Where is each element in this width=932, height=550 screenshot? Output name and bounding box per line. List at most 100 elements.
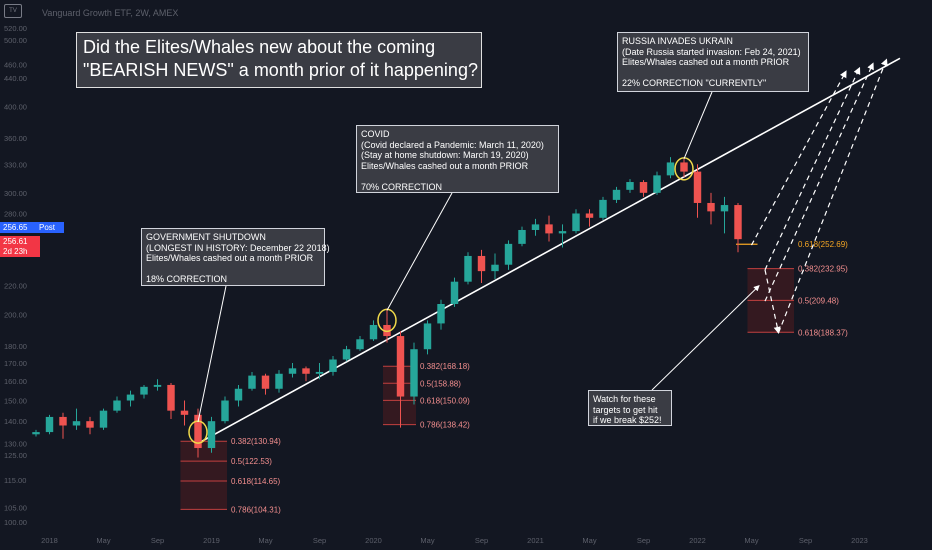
candle[interactable] <box>693 171 702 203</box>
y-tick-label: 150.00 <box>4 397 27 406</box>
candle[interactable] <box>639 182 648 193</box>
candle[interactable] <box>234 388 243 401</box>
candle[interactable] <box>86 421 94 428</box>
fib-level-label: 0.618(114.65) <box>231 477 281 486</box>
x-tick-label: May <box>582 536 596 545</box>
y-tick-label: 105.00 <box>4 503 27 512</box>
candle[interactable] <box>477 255 486 272</box>
candle[interactable] <box>140 386 148 395</box>
candle[interactable] <box>126 394 135 401</box>
fib-level-label: 0.618(150.09) <box>420 396 470 405</box>
annotation-connector <box>386 192 453 311</box>
x-tick-label: 2018 <box>41 536 58 545</box>
candle[interactable] <box>329 359 337 372</box>
trendline[interactable] <box>197 57 901 445</box>
candle[interactable] <box>153 384 162 387</box>
x-tick-label: May <box>258 536 272 545</box>
candle[interactable] <box>194 414 202 449</box>
headline-annotation[interactable]: Did the Elites/Whales new about the comi… <box>76 32 482 88</box>
countdown-tag: 2d 23h <box>0 246 40 257</box>
candle[interactable] <box>99 410 108 428</box>
candle[interactable] <box>518 229 526 244</box>
x-tick-label: May <box>96 536 110 545</box>
y-tick-label: 115.00 <box>4 476 26 485</box>
chart-header: TV Vanguard Growth ETF, 2W, AMEX <box>0 0 932 22</box>
candle[interactable] <box>113 400 121 411</box>
candle[interactable] <box>261 375 270 389</box>
candle[interactable] <box>369 324 378 340</box>
y-tick-label: 200.00 <box>4 310 27 319</box>
x-tick-label: 2022 <box>689 536 706 545</box>
annotation-connector <box>197 285 227 423</box>
fib-level-label: 0.5(209.48) <box>798 296 839 305</box>
y-tick-label: 400.00 <box>4 103 27 112</box>
candle[interactable] <box>558 231 567 234</box>
candle[interactable] <box>545 224 553 234</box>
close-price-tag: 256.61 <box>0 236 40 247</box>
candle[interactable] <box>288 368 297 374</box>
candle[interactable] <box>167 384 175 411</box>
candle[interactable] <box>531 224 540 230</box>
candle[interactable] <box>302 368 310 374</box>
projection-arrow <box>764 62 874 302</box>
fib-level-label: 0.5(122.53) <box>231 457 272 466</box>
candle[interactable] <box>59 416 67 426</box>
annotation-connector <box>683 91 713 160</box>
y-tick-label: 280.00 <box>4 209 27 218</box>
candle[interactable] <box>356 339 364 350</box>
candle[interactable] <box>221 400 229 422</box>
candle[interactable] <box>45 416 54 433</box>
candle[interactable] <box>653 175 661 193</box>
candle[interactable] <box>707 202 715 212</box>
shutdown-annotation[interactable]: GOVERNMENT SHUTDOWN (LONGEST IN HISTORY:… <box>141 228 330 286</box>
candle[interactable] <box>383 324 391 337</box>
tradingview-logo-icon[interactable]: TV <box>4 4 22 18</box>
candle[interactable] <box>680 162 688 172</box>
candle[interactable] <box>275 373 283 389</box>
candle[interactable] <box>342 349 351 360</box>
candle[interactable] <box>32 432 40 435</box>
fib-level-label: 0.618(252.69) <box>798 240 848 249</box>
candle[interactable] <box>666 162 675 176</box>
candle[interactable] <box>585 213 594 218</box>
candle[interactable] <box>720 205 729 212</box>
candle[interactable] <box>504 243 513 265</box>
candle[interactable] <box>315 371 324 374</box>
y-tick-label: 170.00 <box>4 359 27 368</box>
candle[interactable] <box>612 189 621 200</box>
candle[interactable] <box>396 336 405 397</box>
y-tick-label: 140.00 <box>4 417 27 426</box>
candle[interactable] <box>599 199 607 218</box>
candle[interactable] <box>626 182 634 190</box>
candle[interactable] <box>572 213 580 232</box>
fib-level-label: 0.618(188.37) <box>798 328 848 337</box>
y-tick-label: 125.00 <box>4 451 27 460</box>
candle[interactable] <box>450 281 459 304</box>
x-tick-label: Sep <box>151 536 164 545</box>
last-price-tag: 256.65 <box>0 222 40 233</box>
candle[interactable] <box>248 375 256 389</box>
candle[interactable] <box>734 205 742 240</box>
candle[interactable] <box>180 410 189 415</box>
fib-zone-shutdown <box>180 441 227 510</box>
projection-arrow <box>750 70 847 246</box>
y-tick-label: 160.00 <box>4 377 27 386</box>
y-tick-label: 100.00 <box>4 518 27 527</box>
candle[interactable] <box>410 349 418 397</box>
russia-annotation[interactable]: RUSSIA INVADES UKRAIN (Date Russia start… <box>617 32 809 92</box>
x-tick-label: May <box>744 536 758 545</box>
y-tick-label: 130.00 <box>4 439 27 448</box>
x-tick-label: 2021 <box>527 536 544 545</box>
candle[interactable] <box>207 421 216 449</box>
candle[interactable] <box>491 264 499 272</box>
projection-arrow <box>764 66 861 271</box>
x-tick-label: Sep <box>637 536 650 545</box>
candle[interactable] <box>72 421 81 426</box>
targets-annotation[interactable]: Watch for these targets to get hit if we… <box>588 390 672 426</box>
candle[interactable] <box>437 303 445 324</box>
y-tick-label: 500.00 <box>4 36 27 45</box>
covid-annotation[interactable]: COVID (Covid declared a Pandemic: March … <box>356 125 559 193</box>
candle[interactable] <box>464 255 472 282</box>
fib-level-label: 0.786(104.31) <box>231 505 281 514</box>
candle[interactable] <box>423 323 432 350</box>
